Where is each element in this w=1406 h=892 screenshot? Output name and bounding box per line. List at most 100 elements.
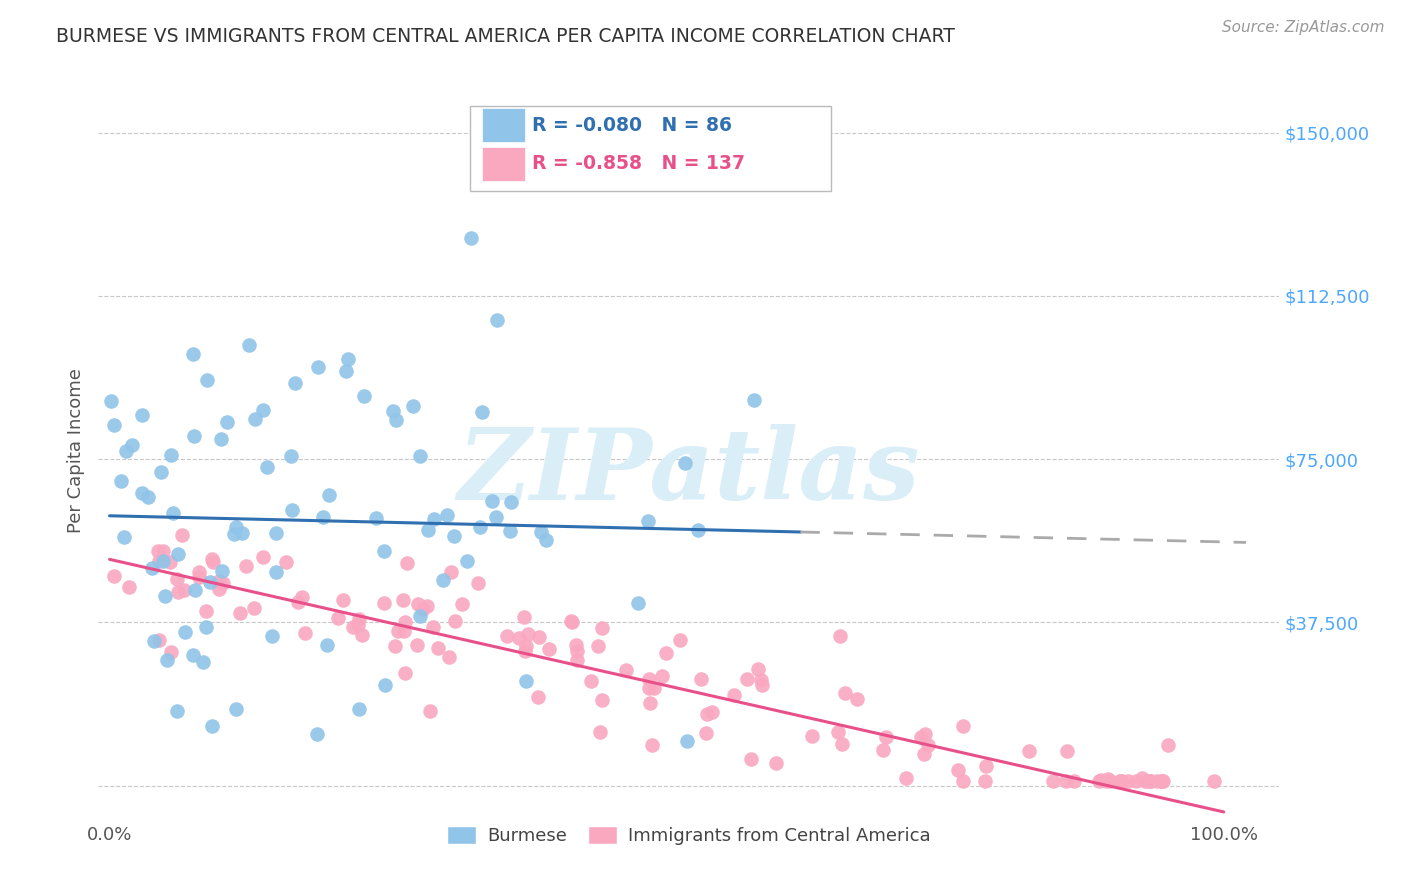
Point (800, 730, 823, 744)
Point (740, 752, 762, 766)
Point (695, 725, 717, 739)
Point (167, 585, 190, 599)
Point (136, 490, 159, 504)
Point (627, 597, 650, 611)
Point (513, 644, 536, 658)
Point (1130, 771, 1153, 785)
Point (346, 617, 368, 632)
Point (828, 629, 851, 643)
Point (167, 547, 190, 561)
Point (419, 704, 441, 718)
Point (561, 615, 583, 629)
Point (470, 405, 492, 419)
Point (749, 673, 772, 687)
Point (1118, 774, 1140, 789)
Point (1146, 774, 1168, 789)
Point (207, 574, 229, 589)
Point (191, 655, 214, 669)
Point (496, 629, 519, 643)
Point (467, 575, 489, 590)
Point (159, 448, 181, 462)
Point (412, 602, 434, 616)
Point (614, 664, 637, 678)
Point (1152, 774, 1174, 789)
Point (946, 764, 969, 778)
Point (406, 598, 429, 612)
Point (834, 686, 856, 700)
Point (640, 696, 662, 710)
Point (264, 565, 287, 579)
Point (209, 432, 232, 446)
Point (538, 641, 561, 656)
Point (260, 629, 283, 643)
Point (516, 627, 538, 641)
Point (530, 525, 553, 540)
Point (225, 702, 247, 716)
Point (423, 512, 446, 526)
Text: R = -0.080   N = 86: R = -0.080 N = 86 (531, 116, 733, 135)
Point (440, 565, 463, 579)
Point (637, 514, 659, 528)
Point (735, 672, 758, 686)
Point (1097, 772, 1119, 787)
Point (152, 543, 174, 558)
Point (409, 609, 432, 624)
Point (395, 556, 418, 570)
Point (291, 590, 314, 604)
Point (159, 555, 181, 569)
Point (148, 554, 170, 568)
Point (481, 494, 503, 508)
Point (827, 725, 849, 739)
Text: Source: ZipAtlas.com: Source: ZipAtlas.com (1222, 20, 1385, 35)
Point (1152, 774, 1174, 789)
FancyBboxPatch shape (482, 147, 524, 181)
Point (515, 640, 537, 654)
Point (394, 624, 416, 639)
Point (166, 572, 188, 586)
Point (152, 554, 174, 568)
Point (591, 621, 613, 635)
Point (103, 569, 125, 583)
Point (115, 443, 138, 458)
Point (166, 704, 188, 718)
Point (394, 665, 416, 680)
Point (280, 449, 302, 463)
Point (387, 624, 409, 639)
Point (181, 648, 204, 662)
Point (451, 597, 474, 611)
Point (976, 758, 998, 772)
Point (173, 625, 195, 640)
Point (686, 523, 709, 537)
Point (1136, 774, 1159, 789)
Point (675, 734, 697, 748)
Point (103, 418, 125, 433)
Point (515, 674, 537, 689)
Text: BURMESE VS IMMIGRANTS FROM CENTRAL AMERICA PER CAPITA INCOME CORRELATION CHART: BURMESE VS IMMIGRANTS FROM CENTRAL AMERI… (56, 27, 955, 45)
FancyBboxPatch shape (482, 109, 524, 143)
Point (187, 566, 209, 580)
Point (201, 719, 224, 733)
Point (468, 520, 491, 534)
Point (347, 702, 370, 716)
Point (1125, 774, 1147, 789)
Point (917, 738, 939, 752)
Point (183, 429, 205, 443)
Text: R = -0.858   N = 137: R = -0.858 N = 137 (531, 154, 745, 173)
Point (173, 583, 195, 598)
Point (1042, 774, 1064, 789)
Point (499, 495, 522, 509)
Point (436, 508, 458, 523)
Point (1139, 774, 1161, 789)
Point (747, 662, 769, 676)
Point (188, 569, 211, 583)
Point (952, 719, 974, 733)
Point (402, 399, 425, 413)
Point (723, 688, 745, 702)
Point (100, 394, 122, 409)
Point (352, 627, 374, 641)
Point (110, 474, 132, 488)
Point (194, 620, 217, 634)
Point (347, 611, 370, 625)
Point (326, 610, 349, 624)
Point (581, 673, 603, 688)
